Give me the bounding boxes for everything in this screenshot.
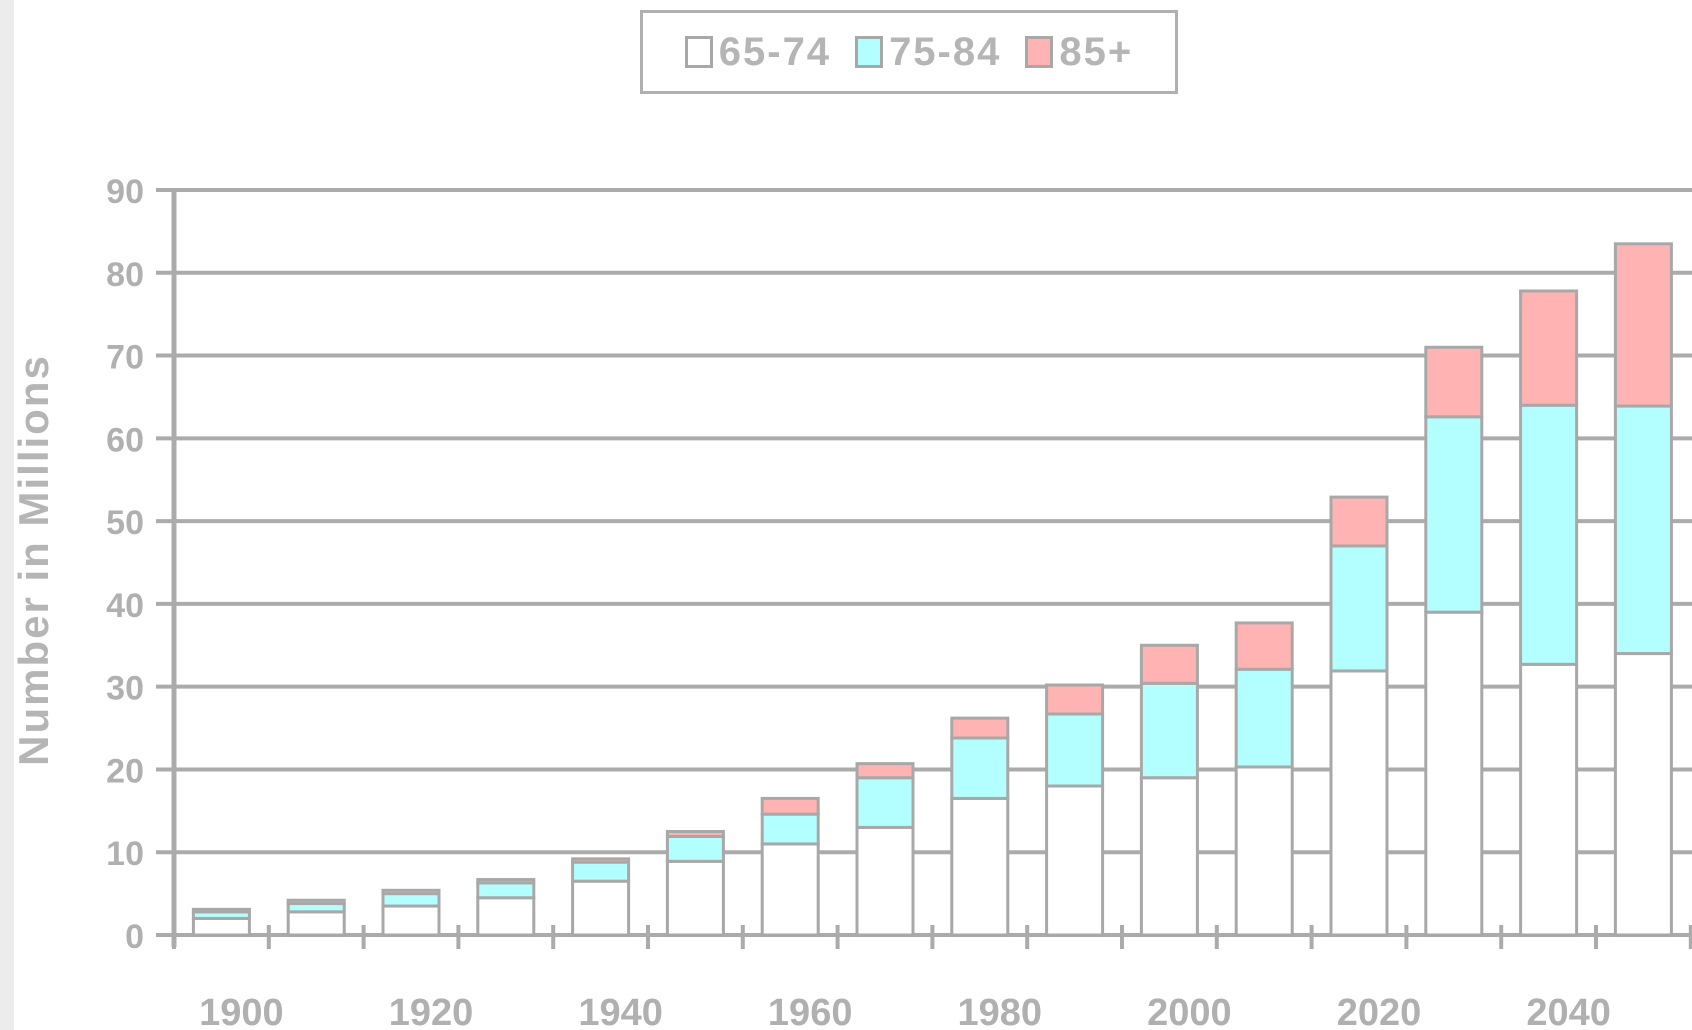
x-tick-label-1920: 1920	[389, 992, 474, 1030]
bar-1960-65-74	[760, 842, 820, 937]
legend-label-65-74: 65-74	[718, 29, 832, 74]
y-tick-label-0: 0	[125, 918, 144, 956]
bar-1970-85+	[855, 762, 915, 780]
y-tick-label-20: 20	[106, 752, 144, 790]
bar-2000-65-74	[1139, 776, 1199, 937]
y-tick-label-60: 60	[106, 421, 144, 459]
bar-1960-85+	[760, 796, 820, 816]
legend-label-85-plus: 85+	[1059, 29, 1134, 74]
bar-2040-75-84	[1519, 403, 1579, 666]
bar-2030-85+	[1424, 345, 1484, 419]
bar-2010-65-74	[1234, 765, 1294, 937]
y-tick-label-80: 80	[106, 256, 144, 294]
y-tick-label-40: 40	[106, 587, 144, 625]
bar-1950-65-74	[665, 859, 725, 937]
bar-1940-75-84	[571, 860, 631, 883]
bar-1900-65-74	[191, 916, 251, 937]
bar-1940-85+	[571, 857, 631, 864]
x-tick-label-1980: 1980	[958, 992, 1043, 1030]
legend-item-65-74: 65-74	[684, 29, 832, 75]
bar-2040-85+	[1519, 289, 1579, 407]
bar-1930-85+	[476, 878, 536, 885]
bar-1980-65-74	[950, 796, 1010, 937]
x-tick-label-1940: 1940	[578, 992, 663, 1030]
bar-1950-85+	[665, 830, 725, 838]
x-tick-label-2000: 2000	[1147, 992, 1232, 1030]
bar-1980-85+	[950, 716, 1010, 740]
bar-1920-85+	[381, 888, 441, 896]
y-tick-label-50: 50	[106, 504, 144, 542]
legend-label-75-84: 75-84	[889, 29, 1002, 74]
legend-swatch-65-74	[684, 36, 713, 68]
x-tick-label-1960: 1960	[768, 992, 853, 1030]
bar-2000-85+	[1139, 643, 1199, 685]
x-tick-label-1900: 1900	[199, 992, 284, 1030]
chart-legend: 65-74 75-84 85+	[640, 10, 1178, 94]
bar-1920-65-74	[381, 904, 441, 937]
bar-2050-65-74	[1613, 652, 1673, 937]
bar-2040-65-74	[1519, 662, 1579, 937]
bar-2020-85+	[1329, 495, 1389, 548]
bar-2030-75-84	[1424, 415, 1484, 614]
legend-swatch-85-plus	[1025, 36, 1054, 68]
legend-swatch-75-84	[855, 36, 884, 68]
bar-1910-85+	[286, 898, 346, 906]
bar-1930-65-74	[476, 896, 536, 937]
bar-1920-75-84	[381, 892, 441, 908]
bar-1950-75-84	[665, 834, 725, 863]
legend-item-75-84: 75-84	[855, 30, 1001, 75]
legend-item-85-plus: 85+	[1025, 30, 1133, 75]
bar-2050-85+	[1613, 242, 1673, 408]
bar-2020-75-84	[1329, 544, 1389, 673]
bar-1930-75-84	[476, 881, 536, 900]
left-edge-strip	[0, 0, 14, 1030]
bar-2000-75-84	[1139, 681, 1199, 780]
bar-1990-65-74	[1045, 784, 1105, 937]
y-tick-label-90: 90	[106, 173, 144, 211]
bar-1970-75-84	[855, 776, 915, 829]
bar-1970-65-74	[855, 825, 915, 937]
bar-2010-85+	[1234, 621, 1294, 671]
y-tick-label-10: 10	[106, 835, 144, 873]
x-tick-label-2020: 2020	[1337, 992, 1422, 1030]
bar-1990-75-84	[1045, 712, 1105, 788]
y-tick-label-70: 70	[106, 339, 144, 377]
bar-1940-65-74	[571, 879, 631, 937]
bar-2050-75-84	[1613, 404, 1673, 656]
x-tick-label-2040: 2040	[1526, 992, 1611, 1030]
bar-1960-75-84	[760, 812, 820, 846]
bar-2030-65-74	[1424, 610, 1484, 937]
bar-1900-85+	[191, 907, 251, 914]
bar-1910-65-74	[286, 910, 346, 937]
bar-1980-75-84	[950, 736, 1010, 800]
bar-1990-85+	[1045, 683, 1105, 716]
y-tick-label-30: 30	[106, 670, 144, 708]
bar-2010-75-84	[1234, 667, 1294, 769]
bar-2020-65-74	[1329, 669, 1389, 937]
